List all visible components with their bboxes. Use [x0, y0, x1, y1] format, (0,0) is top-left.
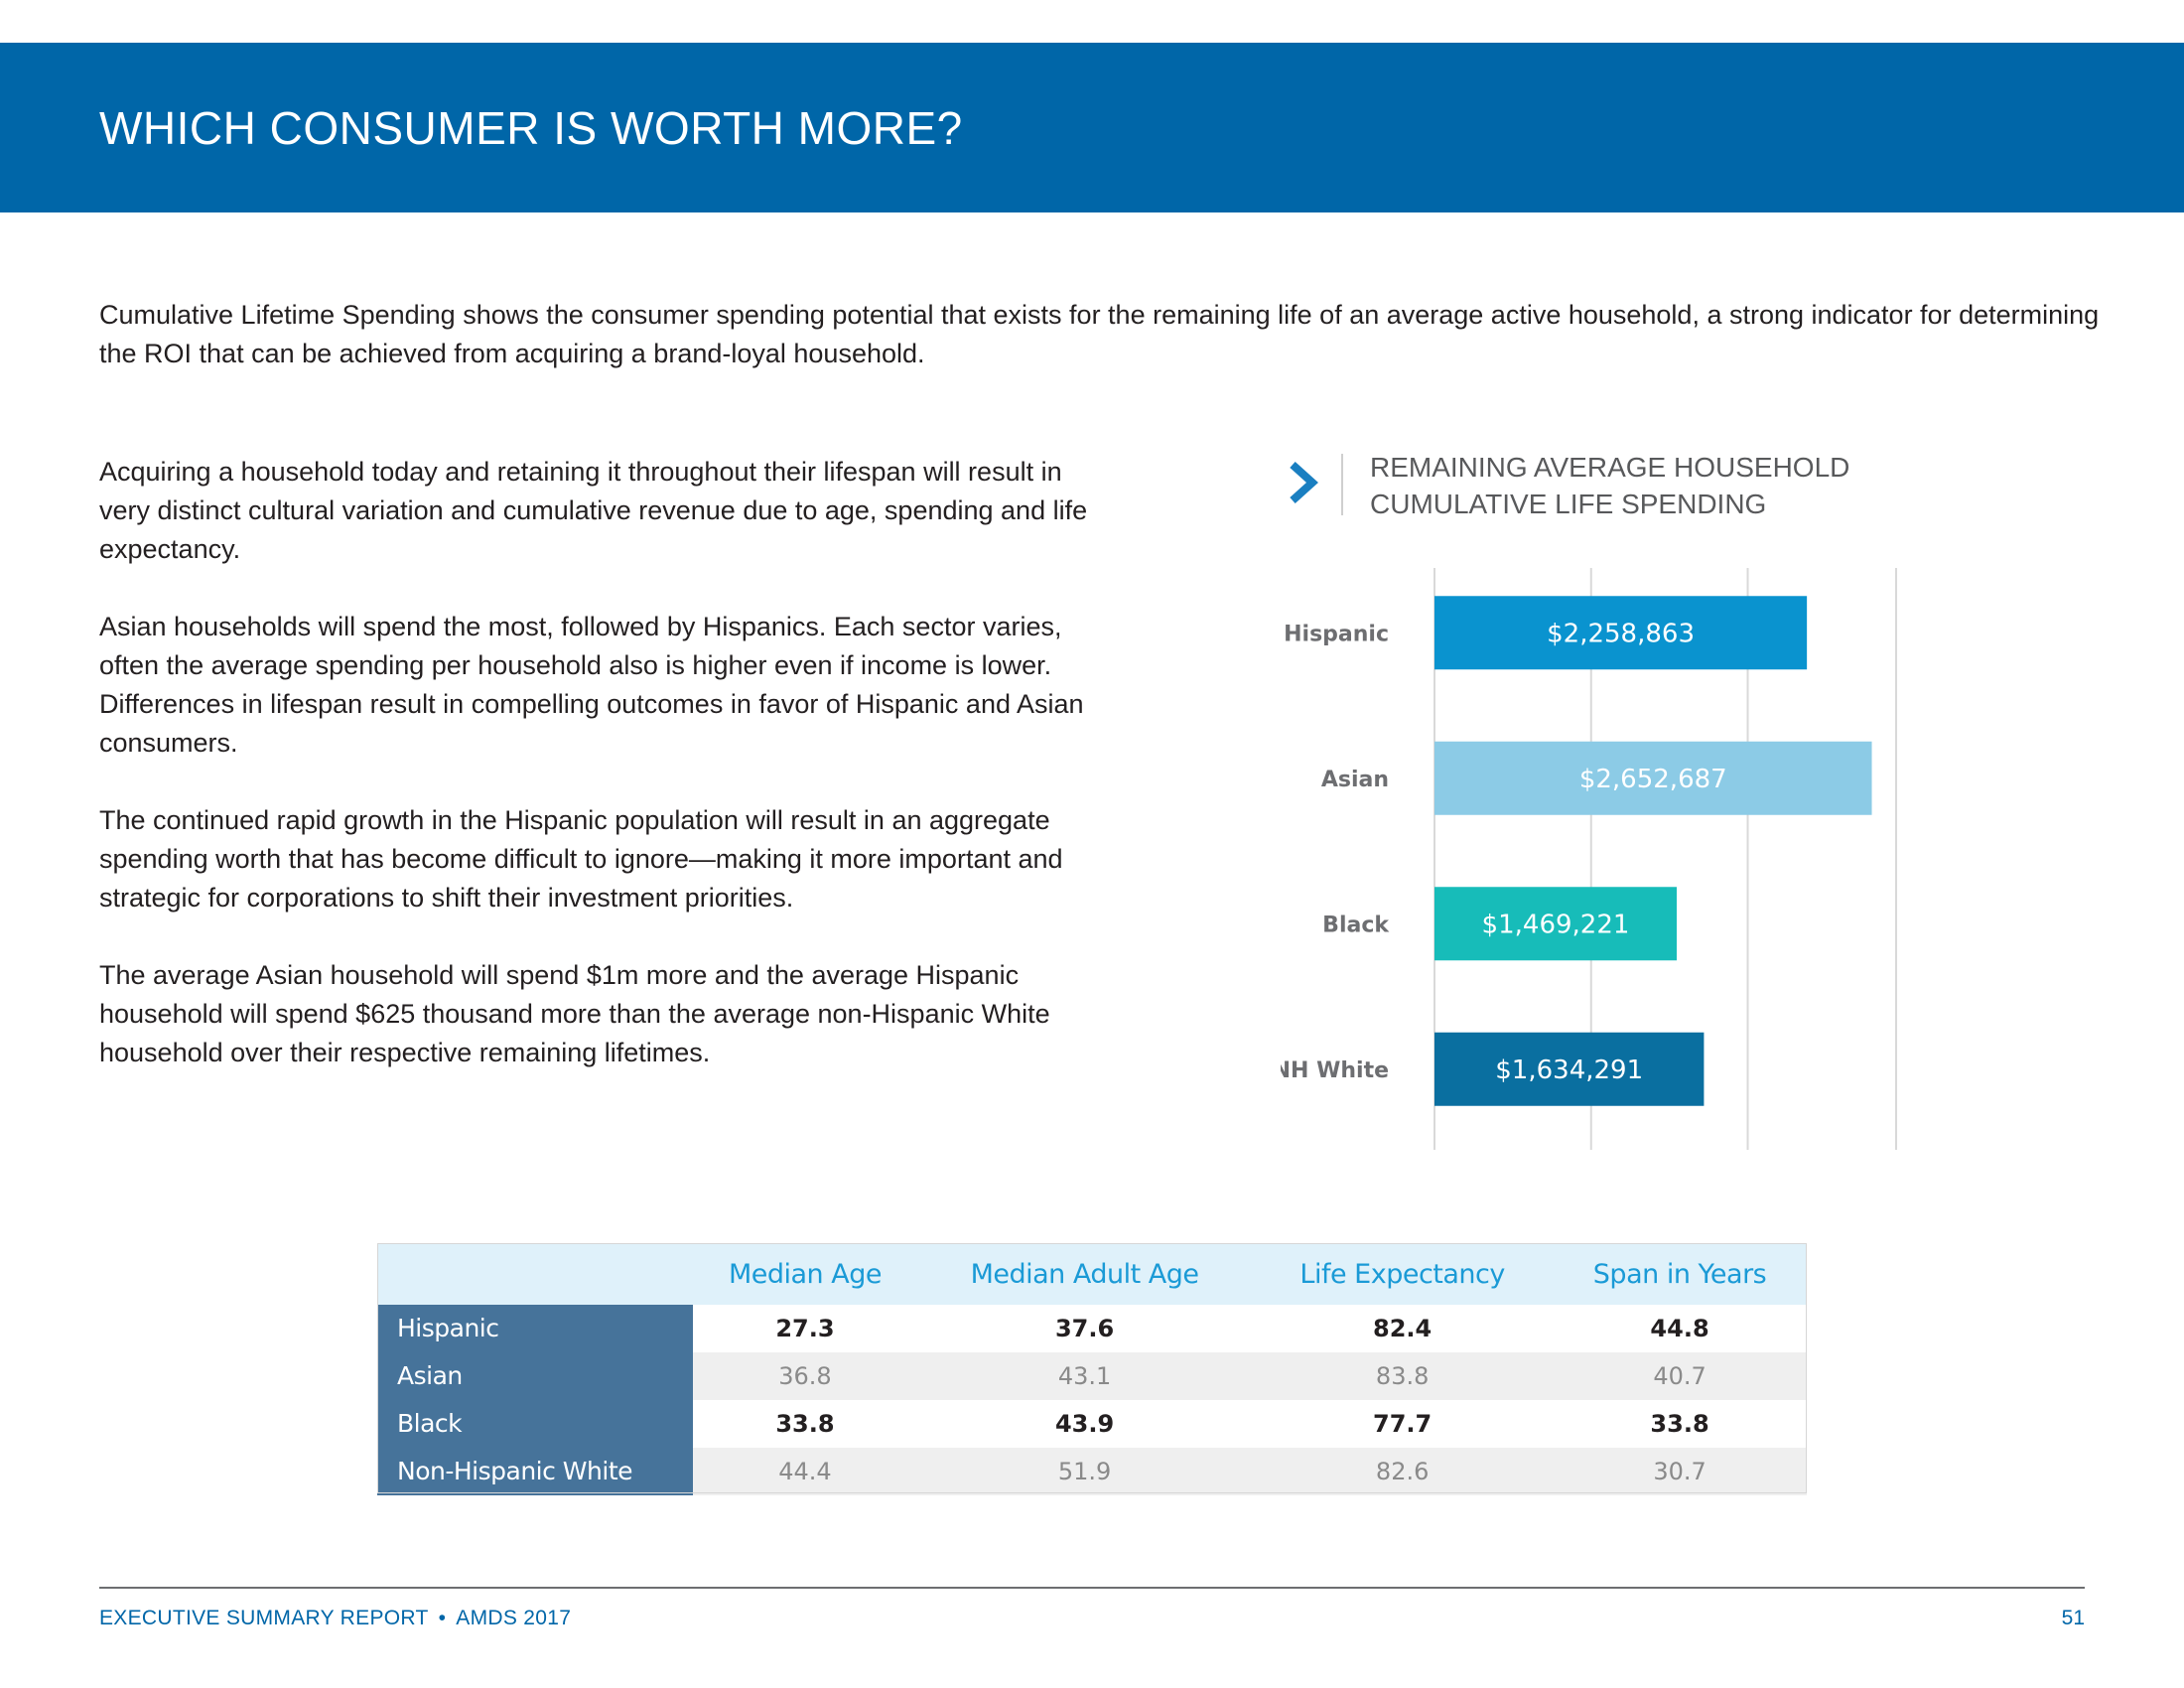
table-cell: 27.3: [693, 1305, 917, 1352]
chart-category-label: NH White: [1281, 1058, 1389, 1083]
row-header: Asian: [377, 1351, 693, 1400]
table-cell: 43.9: [916, 1399, 1253, 1448]
column-header: Life Expectancy: [1252, 1243, 1554, 1305]
table-cell: 36.8: [693, 1351, 917, 1400]
chart-title-line: CUMULATIVE LIFE SPENDING: [1370, 489, 1767, 519]
chart-data-label: $1,469,221: [1482, 910, 1630, 939]
table-cell: 51.9: [916, 1447, 1253, 1495]
footer-divider: [99, 1587, 2085, 1589]
table-cell: 44.8: [1553, 1305, 1807, 1352]
chart-category-label: Hispanic: [1284, 622, 1389, 646]
page-title: WHICH CONSUMER IS WORTH MORE?: [99, 102, 963, 154]
table-cell: 44.4: [693, 1447, 917, 1495]
chart-header-divider: [1341, 454, 1343, 515]
table-corner-cell: [377, 1243, 693, 1305]
table-row: Asian 36.8 43.1 83.8 40.7: [377, 1351, 1807, 1400]
table-cell: 33.8: [693, 1399, 917, 1448]
table-cell: 40.7: [1553, 1351, 1807, 1400]
chart-title-line: REMAINING AVERAGE HOUSEHOLD: [1370, 452, 1850, 483]
table-row: Hispanic 27.3 37.6 82.4 44.8: [377, 1305, 1807, 1352]
spending-bar-chart: $2,258,863 Hispanic $2,652,687 Asian $1,469,…: [1281, 568, 1897, 1150]
body-paragraph: Acquiring a household today and retainin…: [99, 457, 1088, 564]
row-header: Non-Hispanic White: [377, 1447, 693, 1495]
chart-data-label: $2,652,687: [1579, 765, 1727, 794]
chart-category-label: Asian: [1321, 768, 1389, 792]
chart-title: REMAINING AVERAGE HOUSEHOLD CUMULATIVE L…: [1370, 449, 1926, 522]
chart-bar: [1434, 741, 1872, 815]
table-row: Non-Hispanic White 44.4 51.9 82.6 30.7: [377, 1447, 1807, 1495]
body-paragraph: Asian households will spend the most, fo…: [99, 612, 1084, 758]
table-cell: 82.4: [1252, 1305, 1554, 1352]
column-header: Median Adult Age: [916, 1243, 1253, 1305]
footer-org: AMDS 2017: [456, 1607, 572, 1629]
column-header: Median Age: [693, 1243, 917, 1305]
table-cell: 37.6: [916, 1305, 1253, 1352]
table-cell: 33.8: [1553, 1399, 1807, 1448]
chart-category-label: Black: [1322, 913, 1390, 937]
table-header-row: Median Age Median Adult Age Life Expecta…: [377, 1243, 1807, 1305]
chart-data-label: $1,634,291: [1495, 1055, 1643, 1085]
intro-paragraph: Cumulative Lifetime Spending shows the c…: [99, 300, 2100, 368]
header-banner: [0, 43, 2184, 212]
chart-data-label: $2,258,863: [1547, 619, 1695, 648]
table-row: Black 33.8 43.9 77.7 33.8: [377, 1399, 1807, 1448]
page-number: 51: [2061, 1607, 2085, 1629]
footer-report-label: EXECUTIVE SUMMARY REPORT • AMDS 2017: [99, 1607, 571, 1630]
table-cell: 83.8: [1252, 1351, 1554, 1400]
chevron-right-icon: [1290, 462, 1318, 503]
row-header: Black: [377, 1399, 693, 1448]
chart-bar: [1434, 887, 1677, 961]
chart-bar: [1434, 1032, 1705, 1106]
footer-report-name: EXECUTIVE SUMMARY REPORT: [99, 1607, 429, 1629]
demographics-table: Median Age Median Adult Age Life Expecta…: [377, 1243, 1807, 1495]
table-cell: 77.7: [1252, 1399, 1554, 1448]
footer-bullet: •: [438, 1607, 447, 1629]
body-paragraph: The continued rapid growth in the Hispan…: [99, 805, 1063, 913]
body-text: Acquiring a household today and retainin…: [99, 453, 1102, 1111]
body-paragraph: The average Asian household will spend $…: [99, 960, 1050, 1067]
table-cell: 30.7: [1553, 1447, 1807, 1495]
table-cell: 43.1: [916, 1351, 1253, 1400]
column-header: Span in Years: [1553, 1243, 1807, 1305]
chart-bar: [1434, 596, 1808, 670]
row-header: Hispanic: [377, 1305, 693, 1352]
table-cell: 82.6: [1252, 1447, 1554, 1495]
chart-header: REMAINING AVERAGE HOUSEHOLD CUMULATIVE L…: [1287, 449, 1902, 528]
